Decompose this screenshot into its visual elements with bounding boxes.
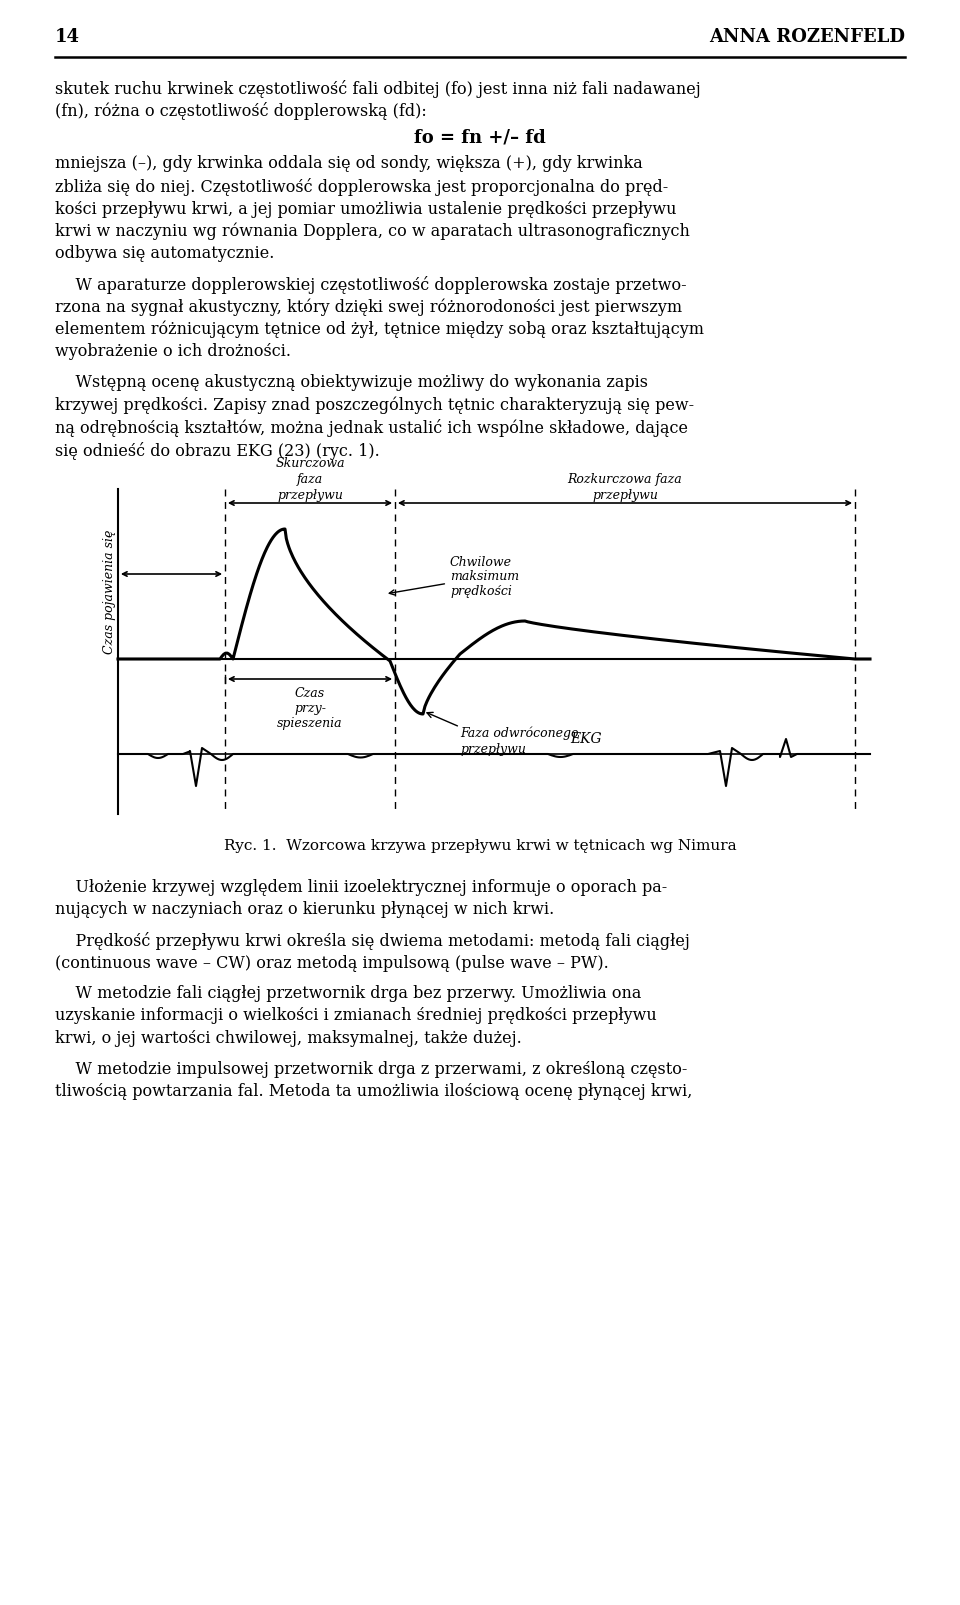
Text: krwi w naczyniu wg równania Dopplera, co w aparatach ultrasonograficznych: krwi w naczyniu wg równania Dopplera, co… — [55, 223, 690, 241]
Text: Czas pojawienia się: Czas pojawienia się — [104, 530, 116, 653]
Text: W metodzie fali ciągłej przetwornik drga bez przerwy. Umożliwia ona: W metodzie fali ciągłej przetwornik drga… — [55, 985, 641, 1002]
Text: (continuous wave – CW) oraz metodą impulsową (pulse wave – PW).: (continuous wave – CW) oraz metodą impul… — [55, 955, 609, 971]
Text: Ryc. 1.  Wzorcowa krzywa przepływu krwi w tętnicach wg Nimura: Ryc. 1. Wzorcowa krzywa przepływu krwi w… — [224, 839, 736, 852]
Text: skutek ruchu krwinek częstotliwość fali odbitej (fo) jest inna niż fali nadawane: skutek ruchu krwinek częstotliwość fali … — [55, 80, 701, 98]
Text: mniejsza (–), gdy krwinka oddala się od sondy, większa (+), gdy krwinka: mniejsza (–), gdy krwinka oddala się od … — [55, 156, 643, 172]
Text: Chwilowe
maksimum
prędkości: Chwilowe maksimum prędkości — [389, 555, 519, 599]
Text: elementem różnicującym tętnice od żył, tętnice między sobą oraz kształtującym: elementem różnicującym tętnice od żył, t… — [55, 321, 704, 339]
Text: Rozkurczowa faza
przepływu: Rozkurczowa faza przepływu — [567, 473, 683, 502]
Text: krzywej prędkości. Zapisy znad poszczególnych tętnic charakteryzują się pew-: krzywej prędkości. Zapisy znad poszczegó… — [55, 396, 694, 414]
Text: nujących w naczyniach oraz o kierunku płynącej w nich krwi.: nujących w naczyniach oraz o kierunku pł… — [55, 902, 554, 918]
Text: kości przepływu krwi, a jej pomiar umożliwia ustalenie prędkości przepływu: kości przepływu krwi, a jej pomiar umożl… — [55, 201, 677, 218]
Text: Wstępną ocenę akustyczną obiektywizuje możliwy do wykonania zapis: Wstępną ocenę akustyczną obiektywizuje m… — [55, 374, 648, 392]
Text: krwi, o jej wartości chwilowej, maksymalnej, także dużej.: krwi, o jej wartości chwilowej, maksymal… — [55, 1030, 521, 1046]
Text: EKG: EKG — [570, 732, 602, 746]
Text: 14: 14 — [55, 27, 80, 47]
Text: odbywa się automatycznie.: odbywa się automatycznie. — [55, 246, 275, 263]
Text: ną odrębnością kształtów, można jednak ustalić ich wspólne składowe, dające: ną odrębnością kształtów, można jednak u… — [55, 419, 688, 437]
Text: W aparaturze dopplerowskiej częstotliwość dopplerowska zostaje przetwo-: W aparaturze dopplerowskiej częstotliwoś… — [55, 276, 686, 294]
Text: wyobrażenie o ich drożności.: wyobrażenie o ich drożności. — [55, 343, 291, 361]
Text: ANNA ROZENFELD: ANNA ROZENFELD — [709, 27, 905, 47]
Text: (fn), różna o częstotliwość dopplerowską (fd):: (fn), różna o częstotliwość dopplerowską… — [55, 103, 427, 120]
Text: rzona na sygnał akustyczny, który dzięki swej różnorodoności jest pierwszym: rzona na sygnał akustyczny, który dzięki… — [55, 299, 683, 316]
Text: Skurczowa
faza
przepływu: Skurczowa faza przepływu — [276, 457, 345, 502]
Text: się odnieść do obrazu EKG (23) (ryc. 1).: się odnieść do obrazu EKG (23) (ryc. 1). — [55, 441, 380, 459]
Text: zbliża się do niej. Częstotliwość dopplerowska jest proporcjonalna do pręd-: zbliża się do niej. Częstotliwość dopple… — [55, 178, 668, 196]
Text: uzyskanie informacji o wielkości i zmianach średniej prędkości przepływu: uzyskanie informacji o wielkości i zmian… — [55, 1008, 657, 1024]
Text: Ułożenie krzywej względem linii izoelektrycznej informuje o oporach pa-: Ułożenie krzywej względem linii izoelekt… — [55, 880, 667, 896]
Text: tliwością powtarzania fal. Metoda ta umożliwia ilościową ocenę płynącej krwi,: tliwością powtarzania fal. Metoda ta umo… — [55, 1083, 692, 1099]
Text: Czas
przy-
spieszenia: Czas przy- spieszenia — [277, 687, 343, 730]
Text: Prędkość przepływu krwi określa się dwiema metodami: metodą fali ciągłej: Prędkość przepływu krwi określa się dwie… — [55, 933, 690, 950]
Text: fo = fn +/– fd: fo = fn +/– fd — [414, 128, 546, 148]
Text: Faza odwróconego
przepływu: Faza odwróconego przepływu — [460, 727, 579, 756]
Text: W metodzie impulsowej przetwornik drga z przerwami, z określoną często-: W metodzie impulsowej przetwornik drga z… — [55, 1061, 687, 1077]
